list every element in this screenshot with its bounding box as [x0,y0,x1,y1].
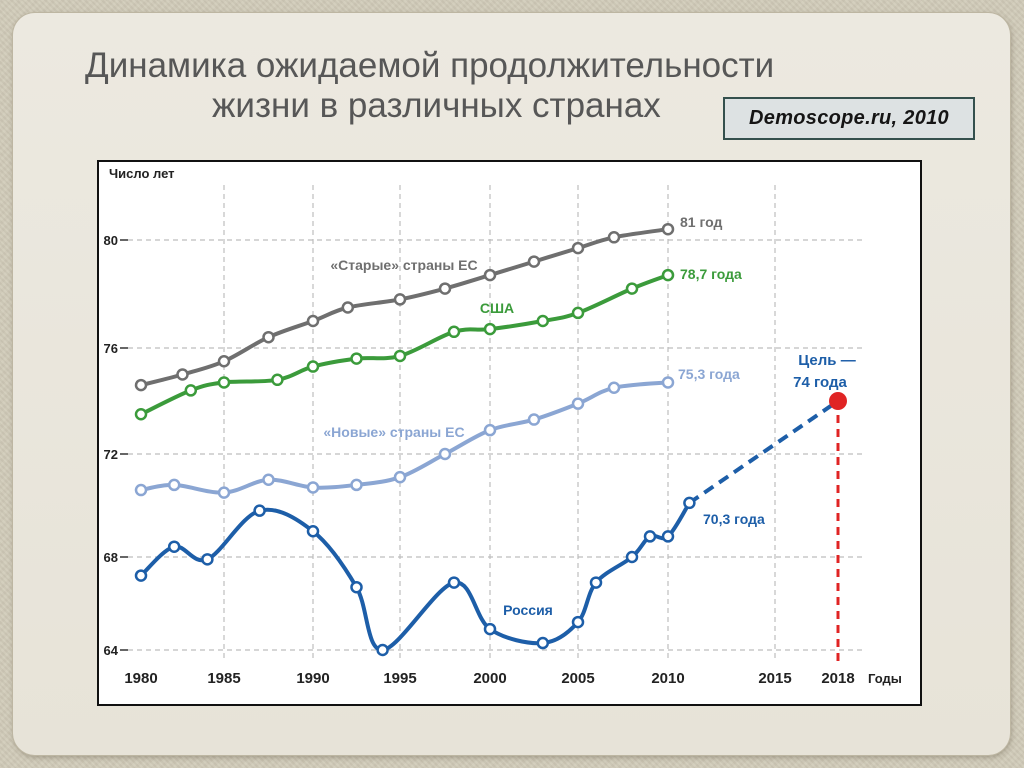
data-point-series-1 [571,241,585,255]
data-point-series-4 [571,615,585,629]
data-point-series-2 [134,408,148,421]
data-point-series-3 [350,478,363,492]
data-point-series-1 [607,231,621,244]
data-point-series-1 [262,330,275,344]
series-label-new-eu: «Новые» страны ЕС [323,424,464,440]
slide-title-line-1: Динамика ожидаемой продолжительности [85,46,775,85]
data-point-series-1 [341,301,355,314]
data-point-series-2 [184,384,198,397]
data-point-series-2 [571,306,585,320]
data-point-series-2 [393,349,407,363]
data-point-series-4 [167,540,181,553]
x-tick-label: 1995 [383,670,416,687]
data-point-series-3 [262,473,275,486]
data-point-series-3 [306,481,320,494]
end-label-usa: 78,7 года [680,266,742,282]
data-point-series-3 [134,483,148,497]
data-point-series-2 [483,322,497,336]
end-label-russia: 70,3 года [703,511,765,527]
data-point-series-4 [253,504,266,517]
data-point-series-4 [589,576,603,589]
data-point-series-3 [217,486,231,499]
data-point-series-4 [643,530,657,543]
data-point-series-1 [306,314,320,328]
data-point-series-1 [393,293,407,306]
end-label-old-eu: 81 год [680,214,722,230]
series-label-russia: Россия [503,602,553,618]
y-tick-label: 80 [104,233,118,248]
data-point-series-4 [683,496,696,510]
y-tick-label: 64 [104,643,119,658]
x-tick-label: 2005 [561,670,594,687]
chart-canvas: 64 68 72 76 80 1980 1985 1990 1995 2000 2005 2010 20… [104,166,902,687]
data-point-series-3 [527,413,541,426]
goal-label-line-1: Цель — [798,352,855,369]
data-point-series-4 [376,643,389,657]
data-point-series-4 [201,553,214,566]
y-axis-title: Число лет [109,166,175,181]
y-tick-label: 72 [104,447,118,462]
data-point-series-4 [536,636,550,650]
data-point-series-4 [134,569,148,582]
life-expectancy-chart: 64 68 72 76 80 1980 1985 1990 1995 2000 2005 2010 20… [97,160,922,706]
x-tick-label: 2018 [821,670,854,687]
series-line-4 [139,500,692,653]
data-point-series-4 [661,530,675,543]
data-point-series-4 [306,525,320,538]
data-point-series-4 [625,550,639,564]
y-tick-label: 76 [104,341,118,356]
goal-label-line-2: 74 года [793,374,847,391]
data-point-series-2 [306,360,320,373]
data-point-series-1 [217,355,231,368]
data-point-series-4 [350,580,363,594]
data-point-series-2 [447,325,461,339]
source-badge: Demoscope.ru, 2010 [723,97,975,140]
data-point-series-3 [167,478,181,492]
x-tick-label: 2000 [473,670,506,687]
data-point-series-2 [217,376,231,389]
x-tick-label: 1980 [124,670,157,687]
data-point-series-2 [536,314,550,328]
data-point-series-3 [607,381,621,394]
data-point-series-3 [483,423,497,437]
data-point-series-1 [661,222,675,236]
data-point-series-2 [271,373,284,387]
data-point-series-2 [350,352,363,365]
data-point-series-2 [661,268,675,282]
data-point-series-1 [438,282,452,295]
end-label-new-eu: 75,3 года [678,366,740,382]
chart-axes [120,239,128,651]
data-point-series-4 [483,622,497,636]
x-tick-label: 2010 [651,670,684,687]
data-point-series-3 [438,447,452,461]
x-tick-label: 2015 [758,670,791,687]
x-axis-title: Годы [868,671,902,686]
data-point-series-1 [134,378,148,392]
x-tick-label: 1990 [296,670,329,687]
data-point-series-2 [625,282,639,295]
data-point-series-4 [447,576,461,589]
data-point-series-3 [571,397,585,410]
data-point-series-3 [661,376,675,389]
data-point-series-1 [527,255,541,268]
data-point-series-3 [393,470,407,484]
x-tick-label: 1985 [207,670,240,687]
data-point-series-1 [483,268,497,282]
series-points [134,222,847,657]
series-label-old-eu: «Старые» страны ЕС [330,257,477,273]
goal-point [829,392,847,410]
tick-labels: 64 68 72 76 80 1980 1985 1990 1995 2000 2005 2010 20… [104,233,855,687]
slide-title-line-2: жизни в различных странах [212,86,661,125]
y-tick-label: 68 [104,550,118,565]
source-label: Demoscope.ru, 2010 [749,107,949,129]
data-point-series-1 [176,368,189,381]
projection-line [688,399,840,505]
chart-grid [128,185,862,660]
series-label-usa: США [480,300,514,316]
